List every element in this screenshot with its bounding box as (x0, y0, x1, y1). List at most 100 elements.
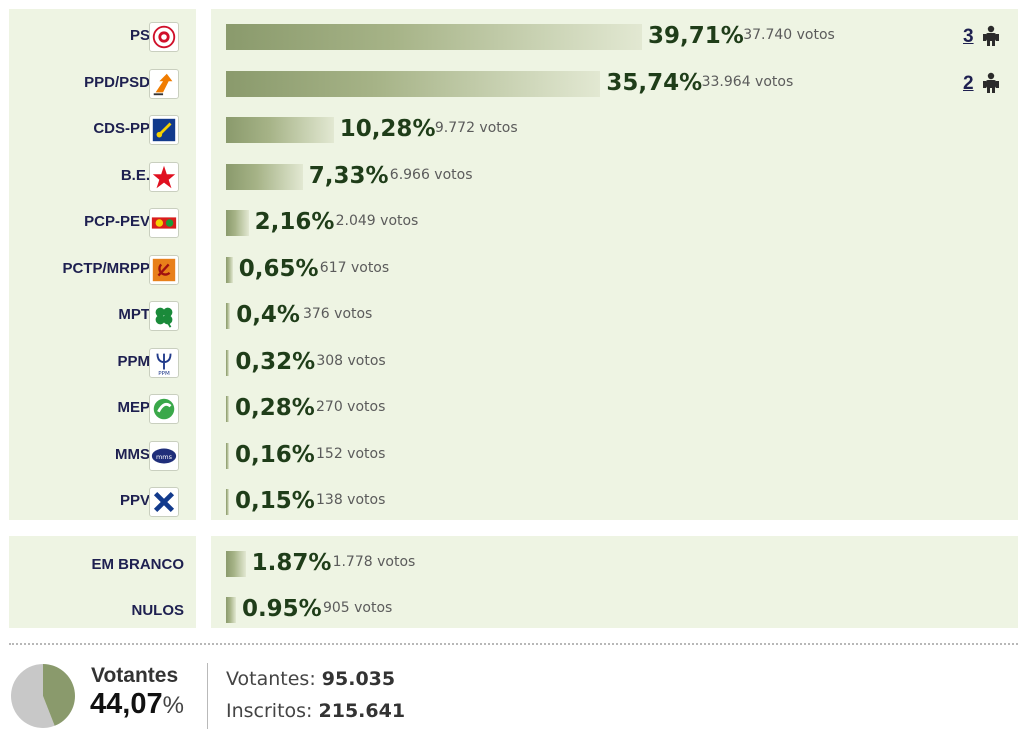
result-percentage: 2,16% (254, 209, 335, 235)
result-votes: 376 votos (302, 306, 373, 322)
result-percentage: 39,71% (648, 23, 744, 49)
ps-logo-icon (149, 22, 179, 52)
party-name: PPM (117, 352, 150, 370)
result-percentage: 0,15% (235, 488, 315, 514)
person-icon (982, 72, 1000, 94)
result-votes: 6.966 votos (389, 166, 473, 183)
result-votes: 270 votos (316, 399, 386, 415)
result-bar (226, 396, 229, 422)
result-votes: 138 votos (316, 492, 386, 508)
party-name: CDS-PP (93, 120, 150, 137)
party-name-cell: PPM (0, 337, 150, 383)
result-bar (226, 442, 229, 469)
result-bar (226, 210, 249, 236)
blank-null-name: EM BRANCO (91, 556, 185, 573)
party-name: MEP (117, 399, 150, 416)
party-row: PPV 0,15% 138 votos (0, 476, 1022, 522)
pcp-pev-logo-icon (149, 208, 179, 238)
result-percentage: 0,4% (236, 302, 300, 328)
blank-null-names-panel (9, 536, 196, 628)
party-row: MMS mms 0,16% 152 votos (0, 430, 1022, 476)
party-name-cell: PCP-PEV (0, 197, 150, 243)
voters-stat: Votantes: 95.035 (226, 668, 395, 690)
mms-logo-icon: mms (149, 440, 179, 471)
party-name-cell: CDS-PP (0, 104, 150, 150)
registered-stat: Inscritos: 215.641 (226, 700, 405, 722)
pie-abstention-slice (11, 664, 55, 728)
psd-logo-icon (149, 68, 179, 99)
result-bar (226, 303, 231, 329)
result-votes: 37.740 votos (743, 27, 835, 43)
result-bar (226, 349, 230, 376)
result-percentage: 0,32% (235, 348, 316, 375)
result-percentage: 35,74% (606, 69, 703, 96)
party-name-cell: PCTP/MRPP (0, 244, 150, 290)
party-name: B.E. (120, 166, 150, 184)
ppm-logo-icon: PPM (149, 347, 179, 378)
ppv-logo-icon (149, 487, 179, 517)
blank-null-row: NULOS 0.95% 905 votos (0, 584, 1022, 630)
voters-label: Votantes: (226, 668, 316, 690)
blank-null-name: NULOS (131, 602, 185, 619)
svg-text:PPM: PPM (158, 371, 170, 377)
party-name: MMS (115, 445, 150, 463)
party-row: PCTP/MRPP 0,65% 617 votos (0, 244, 1022, 290)
svg-text:mms: mms (156, 452, 173, 460)
party-row: PPD/PSD 35,74% 33.964 votos 2 (0, 58, 1022, 104)
party-row: PCP-PEV 2,16% 2.049 votos (0, 197, 1022, 243)
blank-null-bars-panel (211, 536, 1018, 628)
result-percentage: 10,28% (339, 116, 436, 142)
result-percentage: 0,28% (235, 395, 315, 421)
turnout-number: 44,07 (90, 688, 163, 720)
result-bar (226, 551, 246, 577)
result-votes: 152 votos (316, 445, 386, 462)
blank-null-name-cell: NULOS (0, 584, 185, 630)
party-name: MPT (118, 306, 150, 323)
result-percentage: 7,33% (308, 162, 389, 189)
mep-logo-icon (149, 394, 179, 424)
result-bar (226, 70, 601, 97)
result-votes: 1.778 votos (332, 554, 416, 570)
party-name-cell: MPT (0, 290, 150, 336)
mpt-logo-icon (149, 301, 179, 331)
party-name: PS (129, 27, 150, 44)
blank-null-name-cell: EM BRANCO (0, 538, 185, 584)
result-percentage: 0.95% (241, 596, 322, 622)
person-icon (982, 25, 1000, 47)
seats-link[interactable]: 3 (963, 26, 974, 47)
result-votes: 617 votos (319, 259, 390, 276)
party-name-cell: B.E. (0, 151, 150, 197)
result-bar (226, 597, 236, 623)
blank-null-row: EM BRANCO 1.87% 1.778 votos (0, 538, 1022, 584)
party-name-cell: MEP (0, 383, 150, 429)
result-votes: 308 votos (316, 352, 386, 369)
result-votes: 9.772 votos (434, 120, 518, 136)
result-bar (226, 24, 642, 50)
party-row: CDS-PP 10,28% 9.772 votos (0, 104, 1022, 150)
result-votes: 33.964 votos (701, 73, 794, 90)
turnout-label: Votantes (91, 664, 179, 687)
result-bar (226, 489, 229, 515)
turnout-pie-chart (11, 664, 75, 728)
result-bar (226, 117, 334, 143)
party-row: PPM PPM 0,32% 308 votos (0, 337, 1022, 383)
party-row: B.E. 7,33% 6.966 votos (0, 151, 1022, 197)
divider (207, 663, 208, 729)
be-logo-icon (149, 161, 179, 192)
party-name-cell: MMS (0, 430, 150, 476)
seats-link[interactable]: 2 (963, 72, 974, 94)
registered-label: Inscritos: (226, 700, 313, 722)
pctp-logo-icon (149, 254, 179, 285)
result-percentage: 0,16% (235, 441, 315, 468)
cds-logo-icon (149, 115, 179, 145)
voters-value: 95.035 (321, 668, 396, 690)
result-votes: 905 votos (322, 600, 393, 616)
result-percentage: 0,65% (238, 255, 319, 282)
turnout-percentage: 44,07% (90, 688, 184, 721)
result-bar (226, 163, 303, 190)
registered-value: 215.641 (318, 700, 406, 722)
separator (9, 643, 1018, 645)
pie-turnout-slice (43, 664, 75, 726)
result-percentage: 1.87% (251, 550, 332, 576)
party-name-cell: PPV (0, 476, 150, 522)
